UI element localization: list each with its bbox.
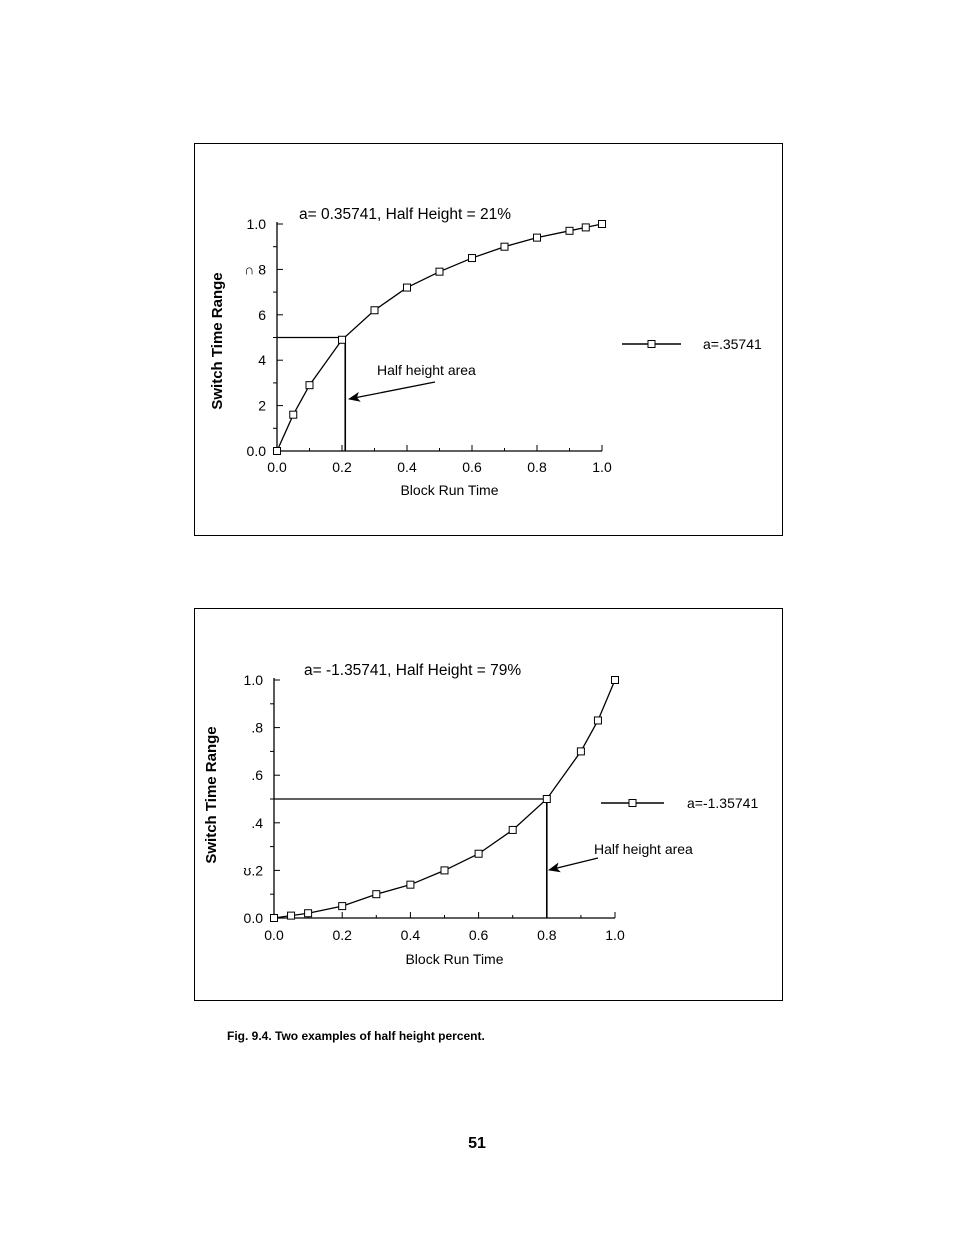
y-tick-label: ʊ.2 <box>243 862 263 878</box>
data-point-marker <box>338 902 347 911</box>
chart-title: a= 0.35741, Half Height = 21% <box>299 206 511 223</box>
x-tick-label: 1.0 <box>605 927 625 943</box>
y-tick-label: 6 <box>258 307 266 323</box>
legend-marker <box>628 799 637 807</box>
data-point-marker <box>474 849 483 858</box>
chart-2: 0.0 0.2 0.4 0.6 0.8 1.0 0.0 ʊ.2 .4 .6 .8 1.0 Block R… <box>203 662 758 967</box>
data-point-marker <box>542 795 551 803</box>
figure-caption: Fig. 9.4. Two examples of half height pe… <box>227 1029 485 1043</box>
annotation-arrow <box>548 857 599 873</box>
x-tick-label: 1.0 <box>592 459 612 475</box>
annotation-arrow <box>348 381 436 402</box>
y-axis-label: Switch Time Range <box>203 726 220 863</box>
data-point-marker <box>611 676 619 684</box>
data-point-marker <box>287 911 296 920</box>
y-tick-label: 4 <box>258 352 266 368</box>
data-point-marker <box>565 226 574 235</box>
chart-2-frame: 0.0 0.2 0.4 0.6 0.8 1.0 0.0 ʊ.2 .4 .6 .8 1.0 Block R… <box>194 608 783 1001</box>
data-point-marker <box>338 335 346 344</box>
data-point-marker <box>273 447 281 455</box>
data-point-marker <box>304 909 313 918</box>
y-tick-label: 2 <box>258 398 266 414</box>
data-point-marker <box>581 223 590 232</box>
half-height-annotation: Half height area <box>377 362 476 378</box>
data-point-marker <box>508 825 517 834</box>
y-tick-label: .8 <box>251 720 263 736</box>
x-tick-label: 0.2 <box>332 927 352 943</box>
legend-label: a=-1.35741 <box>687 795 758 811</box>
x-tick-label: 0.8 <box>537 927 557 943</box>
x-tick-label: 0.8 <box>527 459 547 475</box>
data-point-marker <box>370 306 379 315</box>
x-tick-label: 0.4 <box>397 459 417 475</box>
data-point-marker <box>289 410 298 419</box>
x-axis-label: Block Run Time <box>405 951 503 967</box>
data-point-marker <box>435 267 444 276</box>
chart-1: 0.0 0.2 0.4 0.6 0.8 1.0 0.0 2 4 6 ∩ 8 1.0 Block Run … <box>209 206 762 498</box>
data-point-marker <box>270 914 278 922</box>
data-point-marker <box>406 880 415 889</box>
x-tick-label: 0.0 <box>264 927 284 943</box>
x-tick-label: 0.6 <box>462 459 482 475</box>
x-tick-label: 0.6 <box>469 927 489 943</box>
data-point-marker <box>372 890 381 899</box>
y-tick-label: 1.0 <box>247 216 267 232</box>
y-tick-label: .6 <box>251 767 263 783</box>
x-axis-label: Block Run Time <box>400 482 498 498</box>
y-tick-label: 0.0 <box>247 443 267 459</box>
half-height-annotation: Half height area <box>594 841 693 857</box>
y-tick-label: 1.0 <box>244 672 264 688</box>
chart-title: a= -1.35741, Half Height = 79% <box>304 662 521 679</box>
data-point-marker <box>533 233 541 242</box>
data-point-marker <box>576 747 585 756</box>
data-point-marker <box>500 242 509 251</box>
legend-marker <box>647 340 656 348</box>
data-point-marker <box>305 381 314 390</box>
data-point-marker <box>593 716 602 725</box>
data-point-marker <box>403 283 411 292</box>
data-point-marker <box>598 220 606 228</box>
chart-1-frame: 0.0 0.2 0.4 0.6 0.8 1.0 0.0 2 4 6 ∩ 8 1.0 Block Run … <box>194 143 783 536</box>
y-tick-label: 0.0 <box>244 910 264 926</box>
page-number: 51 <box>468 1135 486 1152</box>
y-axis-label: Switch Time Range <box>209 272 226 409</box>
x-tick-label: 0.4 <box>401 927 421 943</box>
x-tick-label: 0.2 <box>332 459 352 475</box>
x-tick-label: 0.0 <box>267 459 287 475</box>
y-tick-label: .4 <box>251 815 263 831</box>
data-point-marker <box>440 866 449 875</box>
y-tick-label: ∩ 8 <box>244 261 266 277</box>
legend-label: a=.35741 <box>703 336 762 352</box>
data-point-marker <box>468 254 476 263</box>
